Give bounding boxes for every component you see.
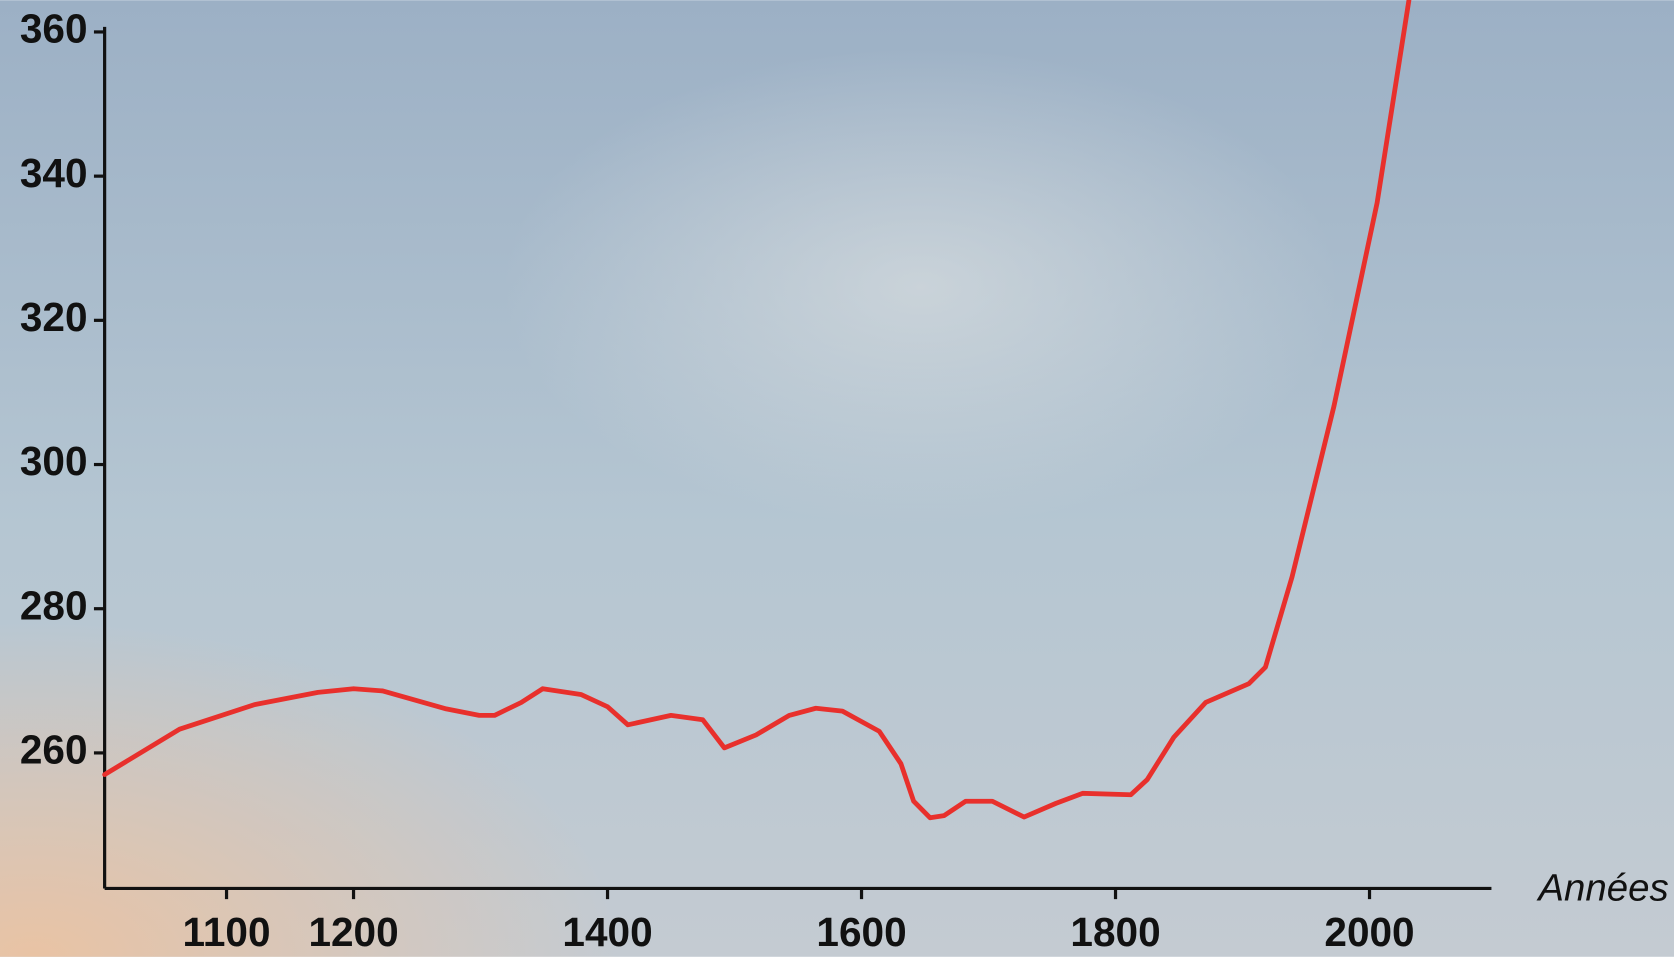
y-tick-label: 260	[20, 727, 88, 773]
y-tick-label: 320	[20, 294, 88, 340]
y-tick-label: 300	[20, 438, 88, 484]
x-tick-label: 1800	[1070, 909, 1160, 955]
x-axis-label: Années	[1536, 867, 1668, 910]
x-tick-label: 1100	[183, 909, 271, 955]
y-tick-label: 360	[20, 6, 88, 52]
x-tick-label: 1600	[816, 909, 906, 955]
x-tick-label: 1200	[308, 909, 398, 955]
x-tick-label: 1400	[562, 909, 652, 955]
y-tick-label: 340	[20, 150, 88, 196]
data-line	[102, 0, 1412, 821]
x-tick-label: 2000	[1324, 909, 1414, 955]
y-tick-label: 280	[20, 582, 88, 628]
